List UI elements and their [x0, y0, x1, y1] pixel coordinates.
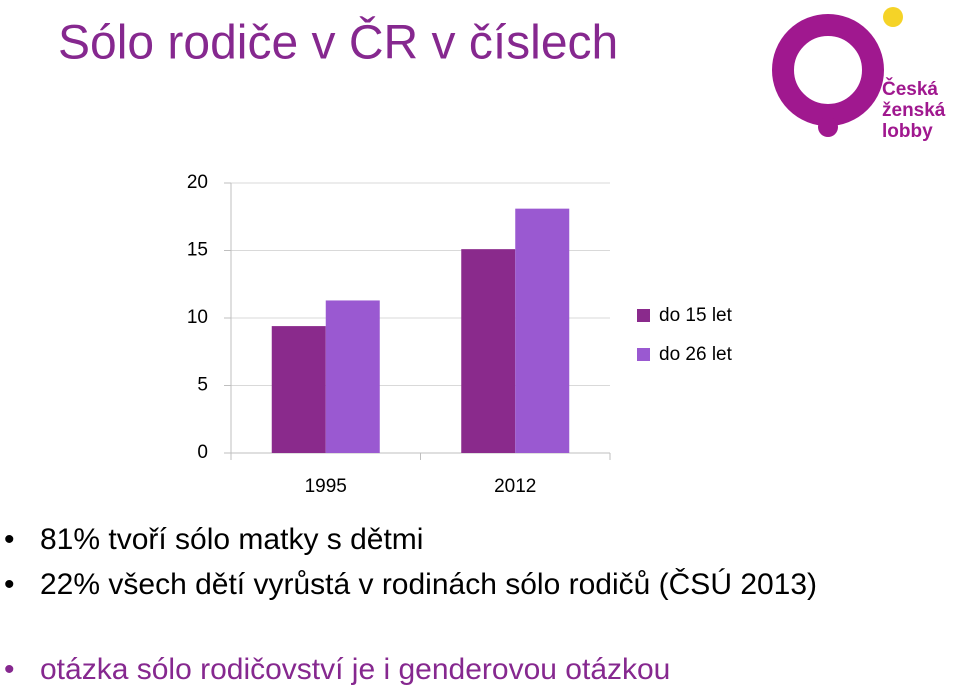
y-tick-label: 10	[187, 307, 208, 328]
legend-label: do 26 let	[659, 344, 733, 365]
y-tick-label: 5	[197, 375, 208, 396]
bar	[271, 326, 326, 453]
x-tick-label: 1995	[305, 476, 347, 497]
bar	[325, 300, 380, 453]
bullet: otázka sólo rodičovství je i genderovou …	[4, 650, 860, 690]
logo-ring	[772, 14, 884, 126]
legend-label: do 15 let	[659, 305, 733, 326]
bar	[515, 208, 570, 453]
slide-title: Sólo rodiče v ČR v číslech	[58, 16, 618, 70]
bullet: 81% tvoří sólo matky s dětmi	[4, 520, 860, 560]
y-tick-label: 15	[187, 240, 208, 261]
y-tick-label: 20	[187, 172, 208, 193]
logo-text: lobby	[882, 121, 933, 142]
x-tick-label: 2012	[494, 476, 536, 497]
bar	[461, 249, 516, 453]
legend-swatch	[637, 309, 650, 322]
logo-dot	[883, 7, 903, 27]
legend-swatch	[637, 348, 650, 361]
y-tick-label: 0	[197, 442, 208, 463]
bullet: 22% všech dětí vyrůstá v rodinách sólo r…	[4, 565, 860, 605]
logo-text: Česká	[882, 78, 938, 100]
logo-dot	[818, 117, 838, 137]
logo-text: ženská	[882, 100, 946, 121]
